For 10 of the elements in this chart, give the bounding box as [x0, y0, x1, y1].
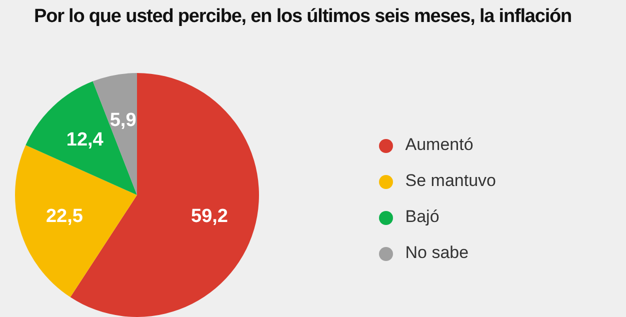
chart-title: Por lo que usted percibe, en los últimos seis meses, la inflación [34, 6, 572, 28]
data-label: 5,9 [110, 110, 136, 132]
data-label: 59,2 [191, 206, 228, 228]
pie-slice [26, 81, 137, 195]
legend-label: Se mantuvo [405, 171, 496, 190]
legend-label: Bajó [405, 207, 440, 226]
legend-label: Aumentó [405, 135, 474, 154]
data-label: 12,4 [66, 130, 104, 151]
data-label: 22,5 [46, 206, 84, 227]
legend-label: No sabe [405, 243, 469, 262]
